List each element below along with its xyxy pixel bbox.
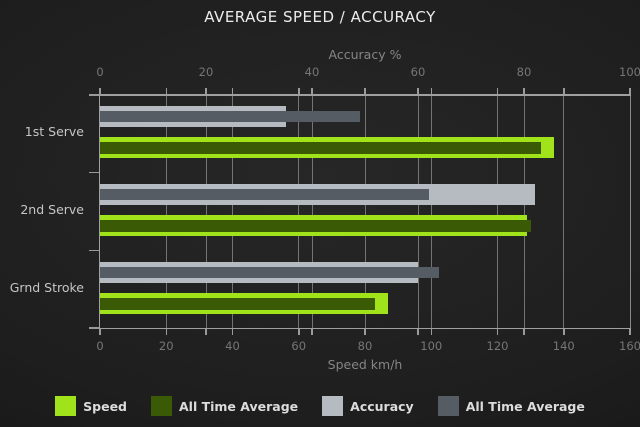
legend-item-speed: Speed [55,396,127,416]
bar-accuracy-average [100,267,440,278]
category-tick [89,327,99,329]
category-label-grnd-stroke: Grnd Stroke [9,280,84,295]
axis-tick [231,329,234,335]
top-tick-label: 20 [198,65,214,79]
legend-label-accuracy: Accuracy [350,398,414,414]
axis-tick [311,88,313,94]
axis-tick [496,329,499,335]
axis-tick [430,88,432,94]
axis-tick [99,329,101,335]
chart-legend: Speed All Time Average Accuracy All Time Av… [0,396,640,416]
legend-swatch-speed-average [151,396,172,416]
axis-tick [563,88,565,94]
bar-accuracy-average [100,189,429,200]
axis-tick [417,88,419,94]
gridline [205,95,207,328]
bar-accuracy-average [100,111,360,122]
axis-tick [563,329,565,335]
top-tick-label: 0 [96,65,104,79]
top-axis-title: Accuracy % [328,47,402,62]
top-tick-label: 60 [410,65,426,79]
axis-tick [629,329,631,335]
gridline [232,95,233,328]
axis-tick [364,88,366,94]
axis-tick [311,329,313,335]
top-tick-label: 80 [516,65,532,79]
top-tick-label: 100 [619,65,640,79]
bottom-tick-label: 100 [420,339,443,353]
category-tick [89,171,99,174]
axis-tick [496,88,499,94]
bottom-tick-label: 140 [552,339,575,353]
legend-swatch-speed [55,396,77,416]
axis-tick [205,88,207,94]
category-tick [89,249,99,252]
category-label-2nd-serve: 2nd Serve [20,202,84,217]
bar-speed-average [100,219,531,232]
legend-label-accuracy-average: All Time Average [465,398,585,414]
axis-tick [298,88,300,94]
legend-item-speed-average: All Time Average [151,396,298,416]
bottom-tick-label: 40 [225,339,240,353]
gridline [430,95,432,328]
gridline [311,95,313,328]
bottom-axis-title: Speed km/h [327,357,403,372]
bottom-tick-label: 60 [291,339,307,353]
left-axis-spine [98,95,100,328]
chart-title: AVERAGE SPEED / ACCURACY [204,8,436,26]
legend-label-speed: Speed [83,398,127,414]
gridline [563,95,565,328]
bar-speed-average [100,297,375,310]
gridline [364,95,366,328]
gridline [298,95,300,328]
bar-speed-average [100,141,541,154]
gridline [417,95,419,328]
gridline [629,95,631,328]
bottom-tick-label: 20 [158,339,174,353]
top-axis-spine [98,94,631,96]
bottom-tick-label: 160 [619,339,640,353]
bottom-axis-spine [98,327,631,329]
gridline [165,95,167,328]
axis-tick [165,88,167,94]
top-tick-label: 40 [304,65,320,79]
bottom-tick-label: 120 [486,339,509,353]
gridline [497,95,498,328]
axis-tick [430,329,432,335]
axis-tick [231,88,234,94]
legend-label-speed-average: All Time Average [179,398,299,414]
legend-swatch-accuracy-average [437,396,459,416]
bottom-tick-label: 80 [357,339,373,353]
axis-tick [523,88,525,94]
legend-item-accuracy: Accuracy [322,396,414,416]
axis-tick [417,329,419,335]
axis-tick [298,329,300,335]
axis-tick [629,88,631,94]
gridline [523,95,525,328]
bottom-tick-label: 0 [96,339,104,353]
axis-tick [205,329,207,335]
axis-tick [364,329,366,335]
axis-tick [165,329,167,335]
legend-item-accuracy-average: All Time Average [437,396,585,416]
axis-tick [523,329,525,335]
category-label-1st-serve: 1st Serve [24,124,84,139]
axis-tick [99,88,101,94]
category-tick [89,94,99,96]
legend-swatch-accuracy [322,396,344,416]
